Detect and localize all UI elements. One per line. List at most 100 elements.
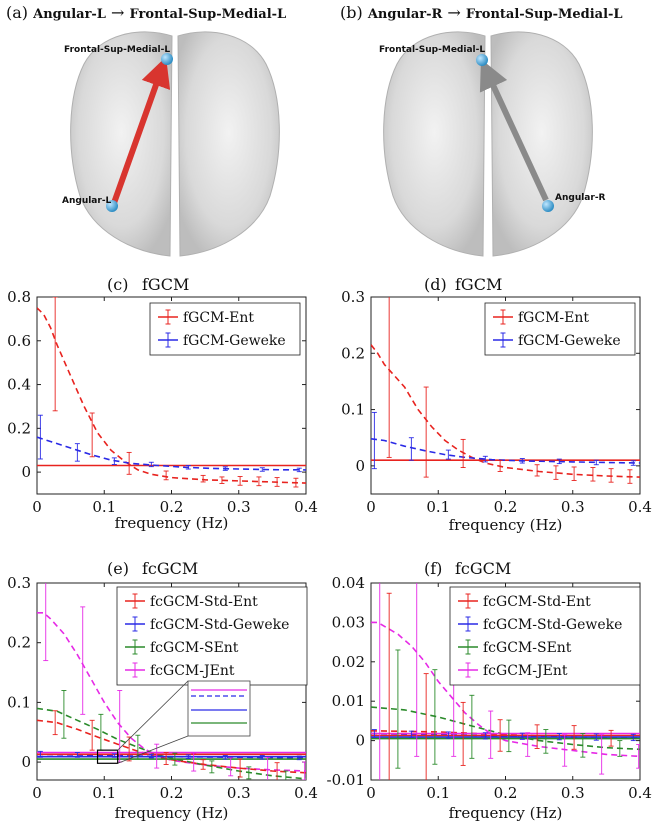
- panel-label: (f): [424, 559, 442, 578]
- node-top: [161, 53, 173, 65]
- series-line: [37, 436, 306, 471]
- plot-area: [371, 583, 640, 780]
- brain-b-label: (b): [340, 3, 363, 22]
- y-tick-label: 0.3: [7, 574, 31, 592]
- chart-title: fGCM: [455, 275, 502, 294]
- brain-a-label: (a): [6, 3, 29, 22]
- y-tick-label: 0.03: [332, 613, 365, 631]
- node-top-label: Frontal-Sup-Medial-L: [379, 45, 485, 55]
- y-tick-label: 0: [355, 457, 365, 475]
- y-tick-label: 0.6: [7, 332, 31, 350]
- node-bottom: [106, 200, 118, 212]
- x-tick-label: 0.1: [426, 784, 450, 802]
- node-top-label: Frontal-Sup-Medial-L: [64, 45, 170, 55]
- legend-box: [484, 302, 636, 356]
- x-tick-label: 0: [366, 784, 376, 802]
- x-tick-label: 0.1: [426, 498, 450, 516]
- y-tick-label: 0.2: [7, 634, 31, 652]
- x-tick-label: 0.3: [227, 784, 251, 802]
- legend: fcGCM-Std-Ent fcGCM-Std-Geweke fcGCM-SEnt f…: [116, 586, 308, 686]
- y-tick-label: 0.1: [7, 693, 31, 711]
- brain-a-title: (a) Angular-L → Frontal-Sup-Medial-L: [6, 3, 286, 22]
- brain-left-hemisphere: [383, 31, 486, 257]
- series-line: [371, 706, 640, 751]
- x-tick-label: 0: [32, 498, 42, 516]
- brain-a-target: Frontal-Sup-Medial-L: [129, 7, 287, 22]
- legend: fGCM-Ent fGCM-Geweke: [149, 302, 301, 356]
- chart-title: fcGCM: [455, 559, 511, 578]
- x-tick-label: 0.4: [294, 784, 318, 802]
- zoom-connector: [117, 680, 189, 751]
- panel-label: (d): [424, 275, 447, 294]
- y-tick-label: 0.4: [7, 376, 31, 394]
- x-axis-label: frequency (Hz): [115, 804, 229, 822]
- legend-box: [449, 586, 641, 686]
- x-tick-label: 0.1: [92, 498, 116, 516]
- y-tick-label: 0: [21, 463, 31, 481]
- brain-right-hemisphere: [177, 31, 280, 257]
- x-tick-label: 0.4: [628, 784, 652, 802]
- brain-right-hemisphere: [490, 31, 593, 257]
- brain-a: Frontal-Sup-Medial-L Angular-L: [62, 31, 280, 257]
- legend-label: fcGCM-JEnt: [150, 663, 235, 679]
- connection-arrow: [111, 56, 171, 205]
- plot-area: [37, 297, 306, 488]
- x-tick-label: 0.1: [92, 784, 116, 802]
- x-tick-label: 0.2: [160, 784, 184, 802]
- x-tick-label: 0.2: [494, 498, 518, 516]
- arrow-glyph: →: [447, 3, 461, 22]
- chart-title: fcGCM: [142, 559, 198, 578]
- x-tick-label: 0.3: [561, 784, 585, 802]
- legend-label: fcGCM-Std-Geweke: [150, 617, 289, 633]
- legend: fGCM-Ent fGCM-Geweke: [484, 302, 636, 356]
- chart-c: (c) fGCM 0 0.1 0.2 0.3 0.4 0 0.2 0.4 0.6 0.8 frequen…: [7, 275, 318, 532]
- x-tick-label: 0: [366, 498, 376, 516]
- legend-label: fGCM-Geweke: [518, 333, 621, 349]
- node-bottom-label: Angular-L: [62, 196, 112, 206]
- x-tick-label: 0: [32, 784, 42, 802]
- legend-label: fcGCM-Std-Ent: [150, 594, 258, 610]
- chart-title: fGCM: [142, 275, 189, 294]
- x-axis-label: frequency (Hz): [449, 804, 563, 822]
- brain-b-source: Angular-R: [367, 7, 443, 22]
- y-tick-label: 0: [355, 732, 365, 750]
- legend-label: fGCM-Geweke: [183, 333, 286, 349]
- y-tick-label: 0.01: [332, 692, 365, 710]
- x-tick-label: 0.3: [561, 498, 585, 516]
- series-line: [37, 611, 306, 772]
- legend-label: fcGCM-SEnt: [483, 640, 572, 656]
- y-tick-label: 0.02: [332, 653, 365, 671]
- x-tick-label: 0.4: [294, 498, 318, 516]
- series-line: [371, 621, 640, 758]
- y-tick-label: 0.3: [341, 288, 365, 306]
- series-line: [37, 307, 306, 484]
- legend-label: fcGCM-JEnt: [483, 663, 568, 679]
- brain-b-target: Frontal-Sup-Medial-L: [465, 7, 623, 22]
- zoom-region: [96, 749, 119, 764]
- panel-label: (e): [107, 559, 129, 578]
- y-tick-label: 0.8: [7, 288, 31, 306]
- x-tick-label: 0.2: [494, 784, 518, 802]
- series-line: [37, 707, 306, 780]
- x-axis-label: frequency (Hz): [115, 514, 229, 532]
- series-line: [371, 438, 640, 464]
- charts-layer: (c) fGCM 0 0.1 0.2 0.3 0.4 0 0.2 0.4 0.6 0.8 frequen…: [7, 275, 652, 822]
- series-line: [37, 719, 306, 774]
- legend-box: [116, 586, 308, 686]
- legend-label: fcGCM-SEnt: [150, 640, 239, 656]
- plot-area: [37, 583, 306, 780]
- y-tick-label: 0.1: [341, 401, 365, 419]
- brain-b-title: (b) Angular-R → Frontal-Sup-Medial-L: [340, 3, 623, 22]
- arrow-glyph: →: [111, 3, 125, 22]
- node-bottom: [542, 200, 554, 212]
- zoom-connector: [117, 735, 189, 764]
- legend-label: fcGCM-Std-Ent: [483, 594, 591, 610]
- x-tick-label: 0.3: [227, 498, 251, 516]
- brain-a-source: Angular-L: [33, 7, 106, 22]
- y-tick-label: 0.2: [341, 344, 365, 362]
- legend-label: fGCM-Ent: [183, 310, 254, 326]
- node-top: [476, 54, 488, 66]
